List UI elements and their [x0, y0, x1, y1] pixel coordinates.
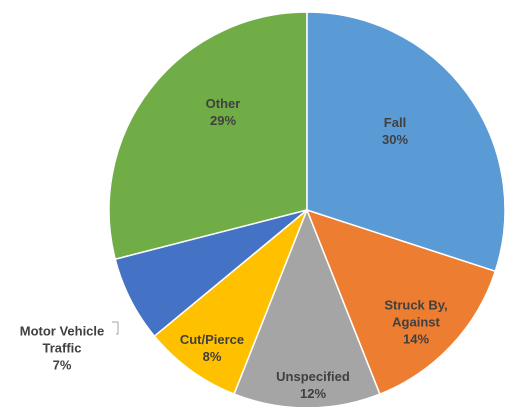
- value-label: 7%: [52, 357, 72, 373]
- slice-label: Other 29%: [183, 95, 263, 129]
- category-label: Cut/Pierce: [179, 332, 245, 347]
- value-label: 14%: [402, 331, 430, 347]
- category-label: Motor Vehicle Traffic: [19, 323, 105, 356]
- slice-label: Unspecified 12%: [263, 368, 363, 402]
- value-label: 12%: [299, 386, 327, 401]
- category-label: Other: [205, 96, 241, 111]
- pie-slice: [306, 11, 506, 273]
- category-label: Fall: [383, 115, 407, 130]
- slice-label: Cut/Pierce 8%: [172, 331, 252, 365]
- category-label: Struck By, Against: [384, 297, 448, 330]
- pie-slice: [233, 207, 381, 407]
- category-label: Unspecified: [276, 369, 350, 384]
- value-label: 8%: [202, 349, 222, 364]
- slice-label: Fall 30%: [350, 114, 440, 148]
- value-label: 29%: [209, 113, 237, 128]
- leader-line: [112, 321, 119, 335]
- pie-slice: [108, 11, 308, 261]
- pie-slice: [153, 209, 308, 396]
- value-label: 30%: [381, 132, 409, 147]
- slice-label: Motor Vehicle Traffic 7%: [7, 323, 117, 374]
- slice-label: Struck By, Against 14%: [376, 297, 456, 348]
